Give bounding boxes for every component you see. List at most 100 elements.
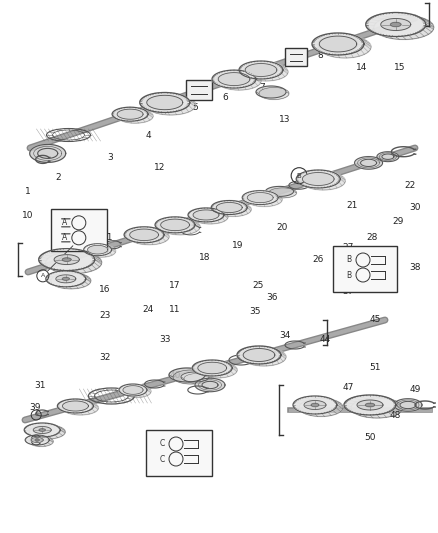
Polygon shape (56, 275, 76, 283)
Polygon shape (188, 208, 228, 217)
Polygon shape (119, 384, 151, 392)
Text: C: C (159, 440, 165, 448)
Polygon shape (259, 87, 289, 100)
Text: 22: 22 (404, 181, 416, 190)
FancyBboxPatch shape (146, 430, 212, 476)
Polygon shape (129, 229, 169, 245)
Polygon shape (265, 187, 293, 196)
Text: 7: 7 (259, 83, 265, 92)
Polygon shape (243, 349, 275, 361)
Polygon shape (173, 370, 209, 384)
Text: 29: 29 (392, 217, 404, 227)
Text: 11: 11 (89, 232, 101, 241)
Text: 24: 24 (142, 305, 154, 314)
Text: 34: 34 (279, 330, 291, 340)
Polygon shape (318, 36, 358, 52)
Polygon shape (351, 398, 403, 418)
Polygon shape (344, 395, 403, 408)
Text: 38: 38 (409, 263, 421, 272)
Text: 48: 48 (389, 410, 401, 419)
Polygon shape (211, 200, 251, 209)
Text: 17: 17 (169, 280, 181, 289)
Text: A: A (41, 273, 45, 278)
Polygon shape (212, 70, 256, 88)
Polygon shape (293, 396, 337, 414)
Polygon shape (201, 364, 231, 376)
Polygon shape (46, 252, 102, 273)
Text: 20: 20 (276, 223, 288, 232)
Polygon shape (30, 144, 66, 163)
Polygon shape (268, 188, 297, 198)
Polygon shape (365, 403, 374, 407)
Polygon shape (306, 174, 338, 187)
Polygon shape (161, 219, 190, 231)
Polygon shape (31, 438, 43, 442)
Polygon shape (29, 425, 65, 439)
Text: 16: 16 (99, 286, 111, 295)
Polygon shape (211, 200, 247, 214)
Polygon shape (400, 401, 416, 409)
Polygon shape (246, 192, 282, 207)
Polygon shape (160, 219, 190, 231)
FancyBboxPatch shape (285, 49, 307, 66)
Text: 5: 5 (192, 103, 198, 112)
Polygon shape (304, 400, 326, 409)
Polygon shape (221, 75, 255, 86)
Polygon shape (117, 109, 143, 119)
Text: 37: 37 (342, 287, 354, 296)
Text: 33: 33 (159, 335, 171, 344)
Text: 18: 18 (199, 254, 211, 262)
Polygon shape (124, 227, 164, 243)
Text: 11: 11 (169, 305, 181, 314)
Polygon shape (366, 12, 434, 28)
Text: 43: 43 (266, 351, 278, 359)
Polygon shape (193, 210, 219, 220)
Text: 32: 32 (99, 353, 111, 362)
Polygon shape (302, 173, 334, 185)
Polygon shape (360, 159, 377, 166)
Polygon shape (24, 423, 65, 432)
Text: 27: 27 (343, 244, 354, 253)
Text: 51: 51 (369, 364, 381, 373)
Polygon shape (237, 346, 281, 364)
Text: 39: 39 (29, 403, 41, 413)
Polygon shape (84, 244, 112, 256)
FancyBboxPatch shape (187, 80, 212, 100)
Text: 10: 10 (22, 211, 34, 220)
Text: 23: 23 (99, 311, 111, 319)
Polygon shape (374, 15, 434, 39)
Text: 41: 41 (199, 364, 211, 373)
Text: 46: 46 (179, 440, 191, 449)
Polygon shape (130, 229, 159, 240)
Text: 26: 26 (312, 255, 324, 264)
Polygon shape (366, 12, 426, 36)
Polygon shape (140, 93, 190, 112)
Polygon shape (247, 351, 279, 362)
Text: 21: 21 (346, 200, 358, 209)
Polygon shape (140, 93, 196, 105)
Polygon shape (24, 423, 60, 437)
Polygon shape (133, 230, 163, 243)
Polygon shape (38, 148, 58, 158)
Text: B: B (346, 271, 352, 279)
Polygon shape (195, 378, 225, 392)
Polygon shape (155, 217, 200, 227)
Text: 11: 11 (102, 232, 114, 241)
Text: B: B (346, 255, 352, 264)
Polygon shape (46, 271, 91, 281)
Text: 1: 1 (25, 188, 31, 197)
Polygon shape (244, 63, 288, 81)
Polygon shape (319, 36, 371, 58)
Polygon shape (164, 220, 194, 232)
Polygon shape (319, 36, 357, 52)
Polygon shape (299, 399, 343, 416)
Text: 13: 13 (279, 116, 291, 125)
Polygon shape (88, 245, 116, 257)
Polygon shape (160, 219, 200, 235)
Polygon shape (184, 374, 212, 384)
Polygon shape (46, 271, 86, 287)
Polygon shape (62, 401, 99, 415)
Polygon shape (197, 362, 227, 374)
Polygon shape (124, 227, 169, 237)
Polygon shape (377, 152, 399, 161)
